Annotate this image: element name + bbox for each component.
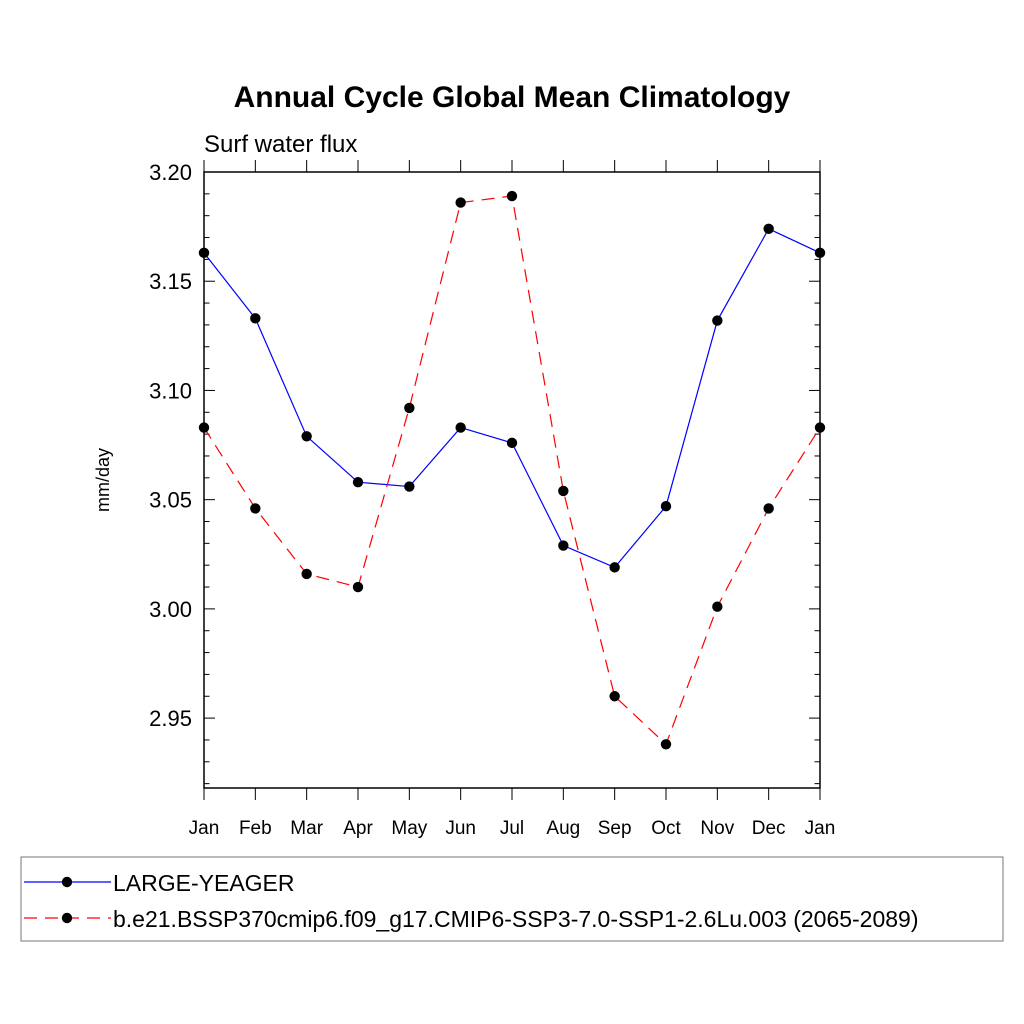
y-axis-label: mm/day (93, 448, 113, 512)
plot-frame (203, 171, 821, 789)
chart-subtitle: Surf water flux (204, 131, 357, 158)
series-2-point (712, 601, 723, 612)
series-1-point (712, 315, 723, 326)
series-1-point (763, 223, 774, 234)
series-2-point (609, 691, 620, 702)
x-tick-label: Dec (752, 818, 786, 839)
series-1-point (660, 501, 672, 512)
x-tick-label: Nov (700, 818, 734, 839)
x-tick-label: Oct (651, 818, 681, 839)
series-1-point (455, 422, 466, 433)
series-2-point (660, 739, 672, 750)
y-tick-label: 2.95 (149, 706, 192, 731)
series-line-1 (203, 228, 821, 569)
x-tick-label: Mar (290, 818, 323, 839)
series-1-point (198, 247, 210, 259)
x-tick-label: May (391, 818, 427, 839)
series-1-point (250, 313, 261, 324)
chart-title: Annual Cycle Global Mean Climatology (234, 81, 791, 114)
legend: LARGE-YEAGER b.e21.BSSP370cmip6.f09_g17.C… (24, 870, 919, 932)
x-tick-label: Jun (445, 818, 476, 839)
series-1-point (404, 481, 415, 492)
x-tick-label: Apr (343, 818, 373, 839)
legend-marker-2 (61, 912, 73, 924)
series-2-point (301, 568, 312, 580)
series-1-point (814, 247, 826, 259)
series-1-point (609, 562, 620, 573)
x-tick-label: Sep (598, 818, 632, 839)
legend-label-2: b.e21.BSSP370cmip6.f09_g17.CMIP6-SSP3-7.… (113, 906, 919, 932)
series-2-point (352, 581, 364, 593)
series-layer (198, 190, 826, 750)
series-2-point (250, 503, 261, 514)
y-tick-label: 3.20 (149, 160, 192, 185)
series-2-point (198, 422, 210, 433)
y-tick-label: 3.15 (149, 269, 192, 294)
x-tick-label: Jul (500, 818, 524, 839)
series-1-point (301, 431, 312, 442)
series-2-point (814, 422, 826, 433)
y-tick-labels: 3.20 3.15 3.10 3.05 3.00 2.95 (149, 160, 192, 731)
legend-box (20, 856, 1004, 942)
series-2-point (763, 503, 774, 514)
y-tick-label: 3.10 (149, 378, 192, 403)
x-tick-label: Aug (546, 818, 580, 839)
legend-label-1: LARGE-YEAGER (113, 870, 295, 896)
x-tick-label: Feb (239, 818, 272, 839)
series-1-point (506, 437, 518, 449)
legend-marker-1 (61, 876, 73, 888)
series-line-2 (203, 195, 821, 746)
series-2-point (506, 190, 518, 202)
y-tick-label: 3.05 (149, 488, 192, 513)
x-tick-labels: Jan Feb Mar Apr May Jun Jul Aug Sep Oct Nov Dec Jan (189, 818, 836, 839)
series-2-point (455, 197, 466, 208)
x-tick-label: Jan (189, 818, 220, 839)
series-2-point (558, 485, 569, 497)
axis-ticks (203, 160, 821, 800)
y-tick-label: 3.00 (149, 597, 192, 622)
x-tick-label: Jan (805, 818, 836, 839)
series-2-point (404, 402, 415, 414)
series-1-point (558, 540, 569, 551)
series-1-point (352, 476, 364, 488)
